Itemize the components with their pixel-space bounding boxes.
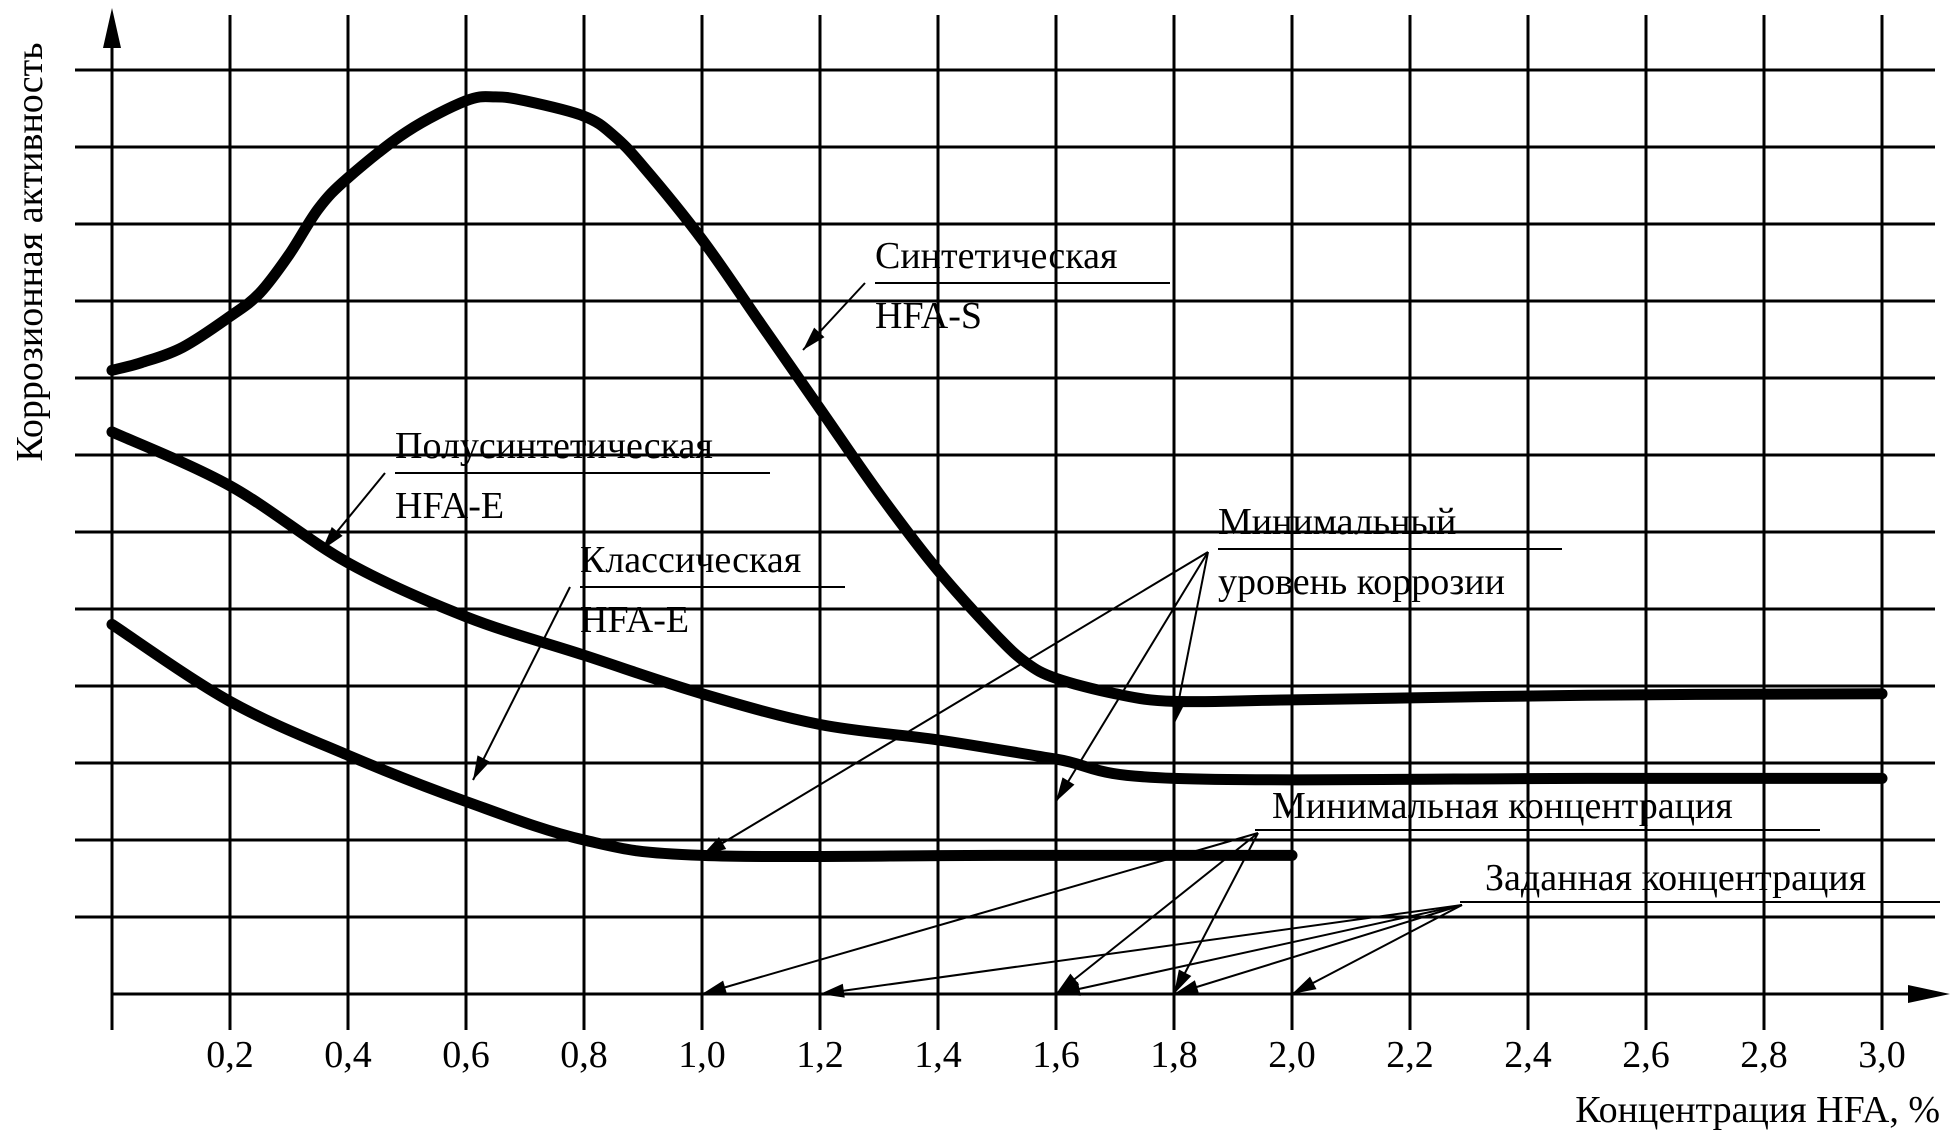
arrowhead-icon: [702, 837, 727, 856]
arrowhead-icon: [702, 980, 727, 995]
leader-min-level: [1173, 551, 1209, 725]
annotation-min-level-line1: Минимальный: [1218, 501, 1456, 543]
annotation-labels: Синтетическая HFA-S Полусинтетическая HF…: [395, 235, 1866, 899]
series-synthetic-hfa-s: [106, 91, 1888, 708]
x-axis-arrow-icon: [1908, 985, 1950, 1003]
leader-min-level: [701, 551, 1209, 857]
leader-min-concentration: [1055, 832, 1259, 995]
annotation-leaders: [321, 282, 1940, 998]
x-tick-label: 0,8: [560, 1034, 608, 1076]
series-semisynthetic-hfa-e: [106, 426, 1888, 786]
annotation-min-level-line2: уровень коррозии: [1218, 561, 1505, 603]
y-axis-arrow-icon: [103, 8, 121, 48]
x-tick-label: 0,6: [442, 1034, 490, 1076]
x-tick-label: 2,6: [1622, 1034, 1670, 1076]
annotation-classic-line2: HFA-E: [580, 599, 689, 641]
y-axis-label: Коррозионная активность: [9, 42, 51, 461]
leader-classic: [472, 586, 571, 781]
arrowhead-icon: [1056, 777, 1075, 802]
arrowhead-icon: [1171, 699, 1186, 725]
annotation-classic-line1: Классическая: [580, 539, 801, 581]
annotation-set-concentration: Заданная концентрация: [1485, 857, 1866, 899]
leader-set-concentration: [819, 904, 1463, 995]
leader-set-concentration: [1055, 904, 1463, 995]
leader-min-concentration: [1173, 832, 1259, 995]
leader-set-concentration: [1291, 904, 1463, 995]
x-tick-label: 1,2: [796, 1034, 844, 1076]
x-tick-label: 2,2: [1386, 1034, 1434, 1076]
arrowhead-icon: [322, 526, 343, 550]
annotation-synthetic-line2: HFA-S: [875, 295, 982, 337]
x-axis-label: Концентрация HFA, %: [1575, 1089, 1940, 1131]
leader-min-concentration: [701, 832, 1259, 995]
x-tick-label: 2,8: [1740, 1034, 1788, 1076]
arrowhead-icon: [820, 983, 845, 998]
annotation-semisynthetic-line2: HFA-E: [395, 485, 504, 527]
x-tick-label: 1,6: [1032, 1034, 1080, 1076]
arrowhead-icon: [1292, 976, 1317, 994]
leader-min-level: [1055, 551, 1209, 803]
x-tick-labels: 0,2 0,4 0,6 0,8 1,0 1,2 1,4 1,6 1,8 2,0 2,2 2,4 2,6 2…: [206, 1034, 1906, 1076]
arrowhead-icon: [1056, 973, 1080, 994]
x-tick-label: 0,2: [206, 1034, 254, 1076]
arrowhead-icon: [473, 755, 491, 780]
annotation-synthetic-line1: Синтетическая: [875, 235, 1117, 277]
annotation-min-concentration: Минимальная концентрация: [1272, 785, 1733, 827]
chart-grid: [75, 15, 1935, 1030]
x-tick-label: 3,0: [1858, 1034, 1906, 1076]
arrowhead-icon: [803, 327, 825, 350]
x-tick-label: 1,0: [678, 1034, 726, 1076]
series-classic-hfa-e: [106, 618, 1298, 863]
x-tick-label: 0,4: [324, 1034, 372, 1076]
x-tick-label: 1,8: [1150, 1034, 1198, 1076]
x-tick-label: 2,0: [1268, 1034, 1316, 1076]
leader-set-concentration: [1173, 904, 1463, 995]
arrowhead-icon: [1056, 982, 1081, 996]
arrowhead-icon: [1174, 980, 1199, 994]
chart-axes: [103, 8, 1950, 1030]
x-tick-label: 2,4: [1504, 1034, 1552, 1076]
annotation-semisynthetic-line1: Полусинтетическая: [395, 425, 713, 467]
series-lines: [106, 91, 1888, 863]
x-tick-label: 1,4: [914, 1034, 962, 1076]
arrowhead-icon: [1174, 969, 1192, 994]
